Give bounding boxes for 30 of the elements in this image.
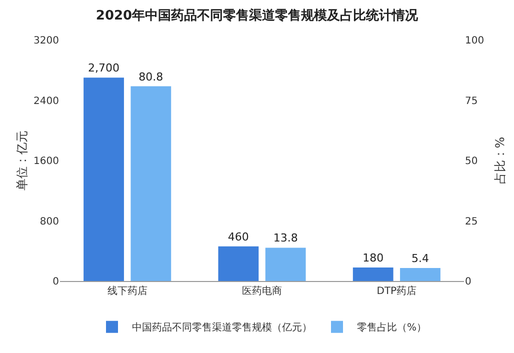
y-tick-label: 1600 [34, 156, 59, 167]
y-tick-label: 800 [40, 216, 59, 228]
bar [352, 267, 394, 281]
bar [265, 248, 306, 281]
x-tick-label: 医药电商 [242, 285, 282, 297]
y2-tick-label: 0 [465, 276, 472, 288]
data-label: 13.8 [273, 232, 298, 245]
y-axis-title: 单位：亿元 [15, 130, 29, 190]
data-label: 180 [362, 251, 384, 264]
y2-tick-label: 25 [465, 216, 478, 228]
y-tick-label: 3200 [34, 36, 59, 46]
legend-label: 零售占比（%） [357, 322, 427, 334]
bar [218, 246, 259, 281]
x-tick-label: DTP药店 [376, 285, 417, 297]
data-label: 5.4 [411, 252, 429, 265]
bar [84, 78, 124, 281]
x-tick-label: 线下药店 [107, 285, 148, 297]
data-label: 460 [228, 230, 249, 244]
bar [400, 268, 440, 281]
y2-tick-label: 100 [465, 36, 484, 46]
data-label: 2,700 [88, 62, 120, 75]
y-tick-label: 2400 [34, 96, 59, 107]
y-tick-label: 0 [52, 276, 59, 288]
data-label: 80.8 [138, 70, 164, 84]
y2-axis-title: 占比：% [493, 136, 507, 184]
legend-label: 中国药品不同零售渠道零售规模（亿元） [132, 322, 312, 334]
chart-title: 2020年中国药品不同零售渠道零售规模及占比统计情况 [96, 8, 420, 24]
bar [130, 86, 172, 281]
y2-tick-label: 75 [465, 96, 478, 107]
y2-tick-label: 50 [465, 156, 478, 167]
